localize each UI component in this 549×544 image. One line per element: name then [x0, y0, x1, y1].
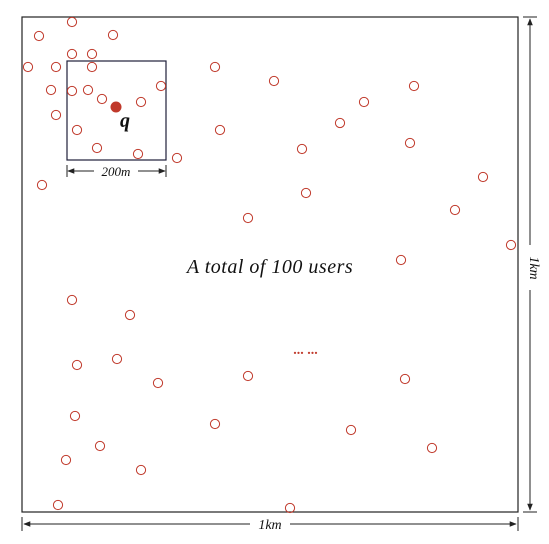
- user-point: [135, 464, 147, 476]
- user-point: [107, 29, 119, 41]
- user-point: [268, 75, 280, 87]
- user-point: [358, 96, 370, 108]
- user-point: [209, 61, 221, 73]
- user-point: [132, 148, 144, 160]
- user-point: [152, 377, 164, 389]
- width-dimension: 1km: [21, 517, 519, 533]
- user-point: [171, 152, 183, 164]
- user-point: [404, 137, 416, 149]
- width-label: 1km: [258, 518, 281, 533]
- query-label: q: [120, 110, 130, 132]
- user-point: [71, 124, 83, 136]
- user-point: [505, 239, 517, 251]
- user-point: [60, 454, 72, 466]
- user-point: [426, 442, 438, 454]
- user-point: [66, 85, 78, 97]
- user-point: [36, 179, 48, 191]
- user-point: [408, 80, 420, 92]
- user-point: [300, 187, 312, 199]
- user-point: [50, 61, 62, 73]
- user-point: [209, 418, 221, 430]
- user-point: [242, 370, 254, 382]
- user-points: [22, 16, 517, 514]
- window-dimension: 200m: [66, 164, 167, 179]
- user-point: [334, 117, 346, 129]
- user-point: [86, 61, 98, 73]
- user-point: [449, 204, 461, 216]
- user-point: [86, 48, 98, 60]
- user-point: [96, 93, 108, 105]
- user-point: [66, 16, 78, 28]
- user-point: [477, 171, 489, 183]
- user-point: [66, 294, 78, 306]
- user-point: [296, 143, 308, 155]
- user-point: [71, 359, 83, 371]
- user-point: [135, 96, 147, 108]
- region-frame: [21, 16, 519, 513]
- user-point: [242, 212, 254, 224]
- user-point: [214, 124, 226, 136]
- user-point: [22, 61, 34, 73]
- user-point: [399, 373, 411, 385]
- query-window: [66, 60, 167, 161]
- user-point: [345, 424, 357, 436]
- caption: A total of 100 users: [185, 256, 353, 278]
- user-point: [91, 142, 103, 154]
- user-point: [33, 30, 45, 42]
- user-point: [111, 353, 123, 365]
- user-point: [155, 80, 167, 92]
- user-point: [124, 309, 136, 321]
- user-point: [69, 410, 81, 422]
- user-point: [395, 254, 407, 266]
- more-users-ellipsis: ... ...: [294, 343, 319, 358]
- user-point: [94, 440, 106, 452]
- height-label: 1km: [526, 256, 541, 279]
- height-dimension: 1km: [523, 16, 541, 513]
- user-point: [45, 84, 57, 96]
- user-point: [284, 502, 296, 514]
- user-point: [82, 84, 94, 96]
- window-size-label: 200m: [102, 164, 131, 179]
- user-point: [52, 499, 64, 511]
- query-point: [110, 101, 122, 113]
- user-point: [50, 109, 62, 121]
- user-point: [66, 48, 78, 60]
